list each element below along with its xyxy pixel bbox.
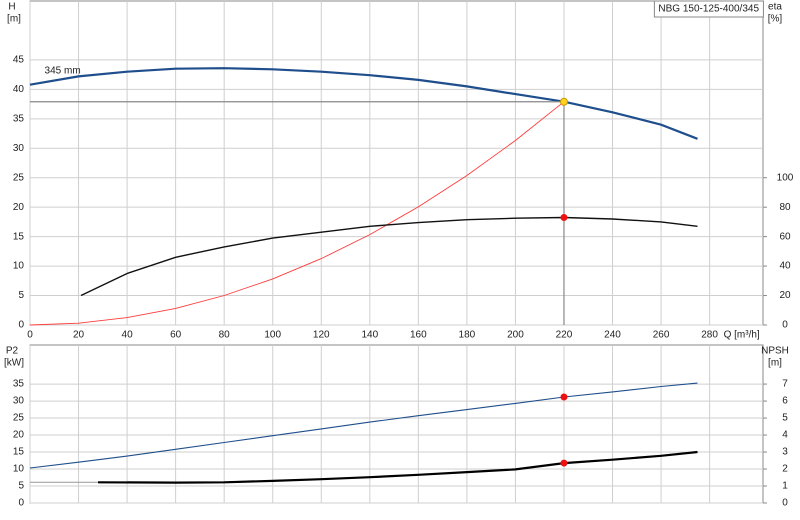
y-tick-label: 30 bbox=[13, 143, 25, 154]
x-tick-label: 80 bbox=[219, 330, 231, 341]
y-tick-label: 30 bbox=[13, 396, 25, 407]
x-axis-label: Q [m³/h] bbox=[724, 330, 760, 341]
x-tick-label: 40 bbox=[122, 330, 134, 341]
y2-tick-label: 0 bbox=[782, 320, 788, 331]
curve bbox=[29, 101, 565, 326]
curve bbox=[80, 216, 698, 297]
y2-tick-label: 80 bbox=[779, 202, 791, 213]
y2-axis-label: NPSH bbox=[761, 346, 789, 357]
y2-tick-label: 100 bbox=[777, 172, 794, 183]
chart-title: NBG 150-125-400/345 bbox=[658, 4, 759, 15]
y2-tick-label: 4 bbox=[782, 430, 788, 441]
operating-point bbox=[560, 393, 568, 401]
operating-point bbox=[560, 459, 568, 467]
curve bbox=[29, 67, 698, 140]
y2-tick-label: 7 bbox=[782, 379, 788, 390]
plot-area bbox=[29, 344, 764, 504]
y-tick-label: 0 bbox=[18, 498, 24, 509]
y-tick-label: 15 bbox=[13, 231, 25, 242]
curve bbox=[29, 382, 698, 469]
y-tick-label: 40 bbox=[13, 84, 25, 95]
y2-tick-label: 20 bbox=[779, 290, 791, 301]
y2-axis-unit: [%] bbox=[768, 14, 783, 25]
operating-point bbox=[560, 213, 568, 221]
y-tick-label: 20 bbox=[13, 202, 25, 213]
y-tick-label: 25 bbox=[13, 413, 25, 424]
x-tick-label: 280 bbox=[701, 330, 718, 341]
title-box bbox=[653, 0, 764, 18]
x-tick-label: 160 bbox=[410, 330, 427, 341]
x-tick-label: 140 bbox=[361, 330, 378, 341]
x-tick-label: 240 bbox=[604, 330, 621, 341]
y-tick-label: 45 bbox=[13, 55, 25, 66]
y2-tick-label: 6 bbox=[782, 396, 788, 407]
x-tick-label: 20 bbox=[73, 330, 85, 341]
y-tick-label: 35 bbox=[13, 113, 25, 124]
y-axis-label: H bbox=[8, 2, 15, 13]
y2-tick-label: 5 bbox=[782, 413, 788, 424]
x-tick-label: 200 bbox=[507, 330, 524, 341]
x-tick-label: 0 bbox=[27, 330, 33, 341]
plot-area bbox=[29, 0, 764, 326]
y-tick-label: 10 bbox=[13, 261, 25, 272]
x-tick-label: 180 bbox=[459, 330, 476, 341]
y-axis-label: P2 bbox=[6, 346, 19, 357]
y2-tick-label: 0 bbox=[782, 498, 788, 509]
x-tick-label: 60 bbox=[170, 330, 182, 341]
x-tick-label: 100 bbox=[264, 330, 281, 341]
operating-point bbox=[559, 97, 568, 106]
y-tick-label: 20 bbox=[13, 430, 25, 441]
curve bbox=[97, 450, 698, 484]
y2-tick-label: 3 bbox=[782, 447, 788, 458]
x-tick-label: 260 bbox=[653, 330, 670, 341]
y-tick-label: 15 bbox=[13, 447, 25, 458]
y-tick-label: 5 bbox=[18, 290, 24, 301]
y2-tick-label: 1 bbox=[782, 481, 788, 492]
y-tick-label: 35 bbox=[13, 379, 25, 390]
y-axis-unit: [kW] bbox=[4, 358, 24, 369]
curve-annotation: 345 mm bbox=[45, 65, 81, 76]
y-axis-unit: [m] bbox=[7, 14, 21, 25]
y2-tick-label: 2 bbox=[782, 464, 788, 475]
y-tick-label: 0 bbox=[18, 320, 24, 331]
y2-axis-unit: [m] bbox=[768, 358, 782, 369]
y2-tick-label: 40 bbox=[779, 261, 791, 272]
x-tick-label: 220 bbox=[556, 330, 573, 341]
y-tick-label: 5 bbox=[18, 481, 24, 492]
x-tick-label: 120 bbox=[313, 330, 330, 341]
y2-axis-label: eta bbox=[768, 2, 782, 13]
y2-tick-label: 60 bbox=[779, 231, 791, 242]
y-tick-label: 25 bbox=[13, 172, 25, 183]
y-tick-label: 10 bbox=[13, 464, 25, 475]
